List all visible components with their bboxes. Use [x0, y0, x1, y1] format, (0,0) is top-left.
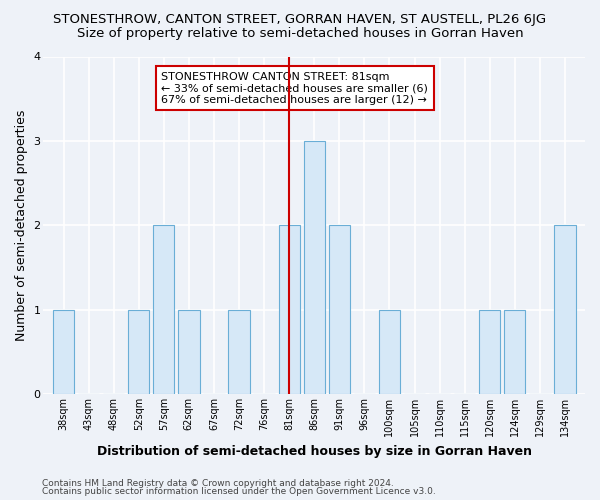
X-axis label: Distribution of semi-detached houses by size in Gorran Haven: Distribution of semi-detached houses by …: [97, 444, 532, 458]
Text: Contains public sector information licensed under the Open Government Licence v3: Contains public sector information licen…: [42, 487, 436, 496]
Bar: [153, 226, 175, 394]
Text: Contains HM Land Registry data © Crown copyright and database right 2024.: Contains HM Land Registry data © Crown c…: [42, 478, 394, 488]
Bar: [53, 310, 74, 394]
Text: STONESTHROW CANTON STREET: 81sqm
← 33% of semi-detached houses are smaller (6)
6: STONESTHROW CANTON STREET: 81sqm ← 33% o…: [161, 72, 428, 105]
Bar: [504, 310, 526, 394]
Bar: [329, 226, 350, 394]
Bar: [554, 226, 575, 394]
Text: Size of property relative to semi-detached houses in Gorran Haven: Size of property relative to semi-detach…: [77, 28, 523, 40]
Text: STONESTHROW, CANTON STREET, GORRAN HAVEN, ST AUSTELL, PL26 6JG: STONESTHROW, CANTON STREET, GORRAN HAVEN…: [53, 12, 547, 26]
Bar: [178, 310, 200, 394]
Bar: [229, 310, 250, 394]
Bar: [128, 310, 149, 394]
Bar: [304, 141, 325, 394]
Bar: [479, 310, 500, 394]
Y-axis label: Number of semi-detached properties: Number of semi-detached properties: [15, 110, 28, 341]
Bar: [278, 226, 300, 394]
Bar: [379, 310, 400, 394]
